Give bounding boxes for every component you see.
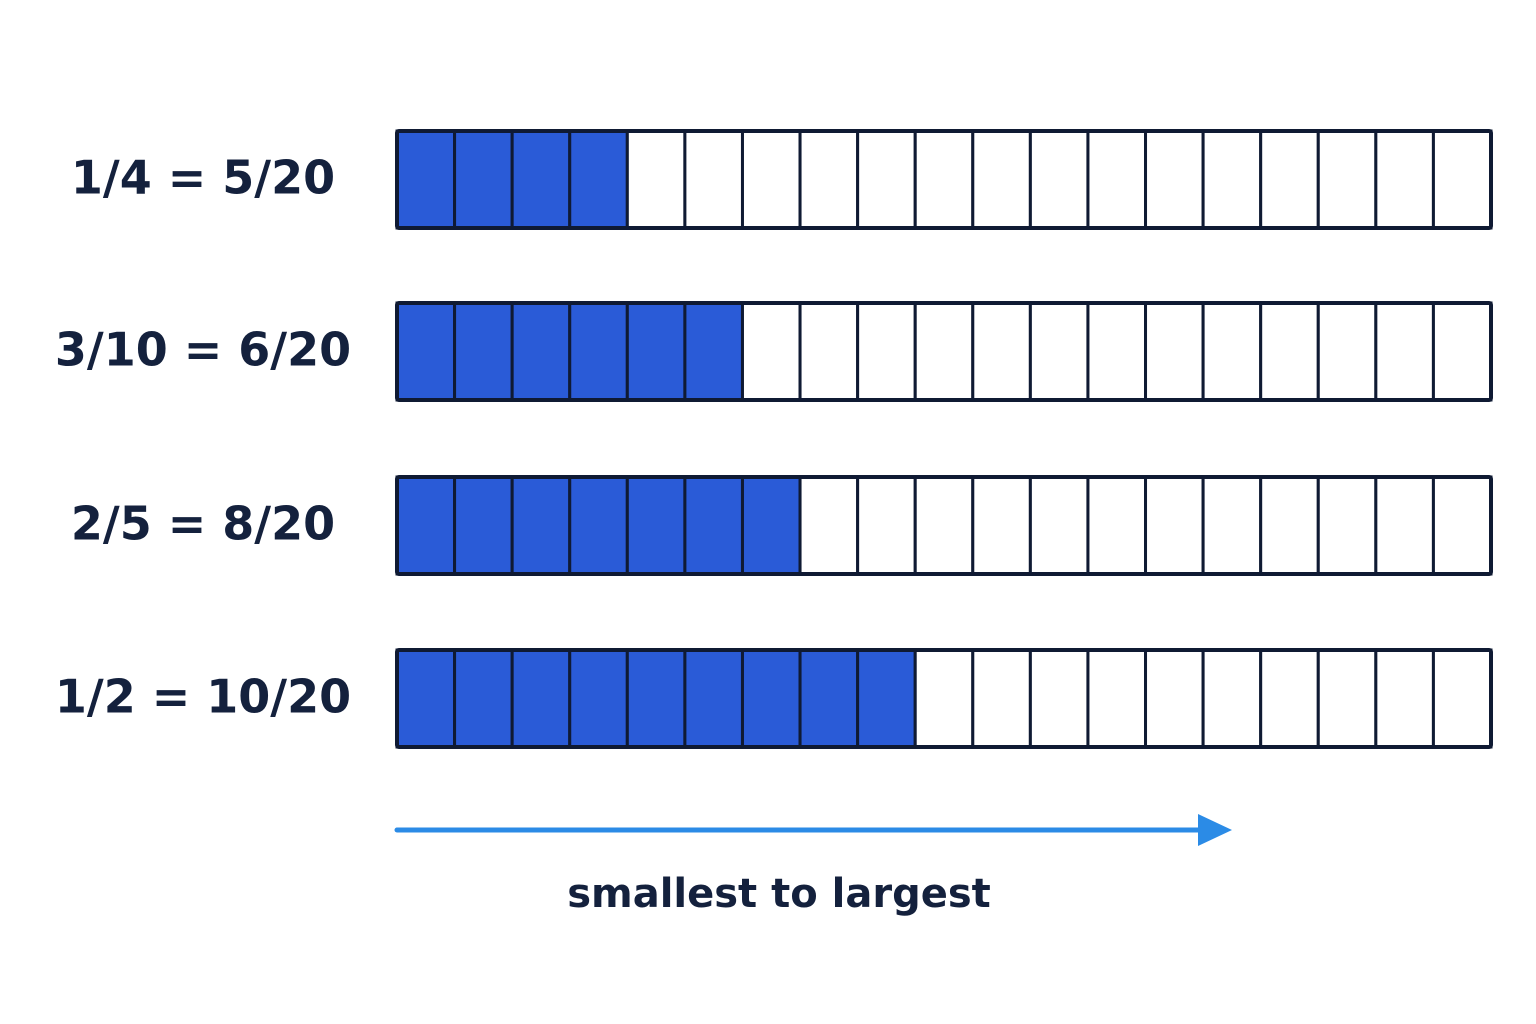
- empty-cell: [625, 129, 687, 230]
- shaded-cell: [395, 129, 457, 230]
- empty-cell: [1374, 648, 1435, 749]
- empty-cell: [798, 301, 860, 402]
- empty-cell: [1086, 301, 1148, 402]
- shaded-cell: [453, 648, 514, 749]
- shaded-cell: [625, 301, 687, 402]
- empty-cell: [1144, 301, 1205, 402]
- empty-cell: [971, 648, 1032, 749]
- shaded-cell: [510, 129, 572, 230]
- empty-cell: [1028, 475, 1090, 576]
- shaded-cell: [798, 648, 860, 749]
- bar-outline: [395, 129, 1493, 230]
- shaded-cell: [683, 301, 744, 402]
- empty-cell: [856, 129, 917, 230]
- empty-cell: [1028, 301, 1090, 402]
- shaded-cell: [625, 475, 687, 576]
- empty-cell: [1086, 129, 1148, 230]
- empty-cell: [1431, 648, 1493, 749]
- empty-cell: [1144, 648, 1205, 749]
- shaded-cell: [453, 129, 514, 230]
- bar-outline: [395, 648, 1493, 749]
- row-label: 2/5 = 8/20: [71, 497, 335, 551]
- empty-cell: [1431, 475, 1493, 576]
- empty-cell: [1201, 475, 1263, 576]
- empty-cell: [1144, 129, 1205, 230]
- row-label: 1/2 = 10/20: [55, 670, 351, 724]
- shaded-cell: [683, 475, 744, 576]
- shaded-cell: [683, 648, 744, 749]
- empty-cell: [683, 129, 744, 230]
- shaded-cell: [625, 648, 687, 749]
- shaded-cell: [453, 475, 514, 576]
- empty-cell: [856, 301, 917, 402]
- shaded-cell: [856, 648, 917, 749]
- empty-cell: [1259, 301, 1320, 402]
- shaded-cell: [510, 301, 572, 402]
- bar-outline: [395, 301, 1493, 402]
- empty-cell: [1201, 648, 1263, 749]
- empty-cell: [913, 475, 975, 576]
- empty-cell: [1374, 301, 1435, 402]
- empty-cell: [740, 129, 802, 230]
- empty-cell: [1316, 648, 1378, 749]
- empty-cell: [913, 129, 975, 230]
- empty-cell: [1144, 475, 1205, 576]
- empty-cell: [740, 301, 802, 402]
- row-label: 1/4 = 5/20: [71, 151, 335, 205]
- empty-cell: [1316, 129, 1378, 230]
- shaded-cell: [568, 475, 629, 576]
- empty-cell: [1028, 648, 1090, 749]
- shaded-cell: [568, 301, 629, 402]
- shaded-cell: [568, 129, 629, 230]
- shaded-cell: [395, 301, 457, 402]
- empty-cell: [1086, 475, 1148, 576]
- shaded-cell: [740, 648, 802, 749]
- empty-cell: [798, 475, 860, 576]
- empty-cell: [856, 475, 917, 576]
- empty-cell: [1374, 129, 1435, 230]
- empty-cell: [1259, 129, 1320, 230]
- empty-cell: [971, 129, 1032, 230]
- empty-cell: [1374, 475, 1435, 576]
- empty-cell: [798, 129, 860, 230]
- row-label: 3/10 = 6/20: [55, 323, 351, 377]
- caption: smallest to largest: [567, 871, 991, 917]
- empty-cell: [971, 301, 1032, 402]
- empty-cell: [1431, 301, 1493, 402]
- empty-cell: [1316, 301, 1378, 402]
- empty-cell: [1259, 648, 1320, 749]
- empty-cell: [913, 301, 975, 402]
- empty-cell: [1431, 129, 1493, 230]
- empty-cell: [971, 475, 1032, 576]
- shaded-cell: [510, 648, 572, 749]
- empty-cell: [1028, 129, 1090, 230]
- empty-cell: [913, 648, 975, 749]
- shaded-cell: [568, 648, 629, 749]
- shaded-cell: [395, 475, 457, 576]
- shaded-cell: [740, 475, 802, 576]
- shaded-cell: [395, 648, 457, 749]
- arrow-head: [1198, 814, 1232, 846]
- bar-outline: [395, 475, 1493, 576]
- shaded-cell: [510, 475, 572, 576]
- empty-cell: [1259, 475, 1320, 576]
- shaded-cell: [453, 301, 514, 402]
- empty-cell: [1316, 475, 1378, 576]
- empty-cell: [1086, 648, 1148, 749]
- empty-cell: [1201, 129, 1263, 230]
- empty-cell: [1201, 301, 1263, 402]
